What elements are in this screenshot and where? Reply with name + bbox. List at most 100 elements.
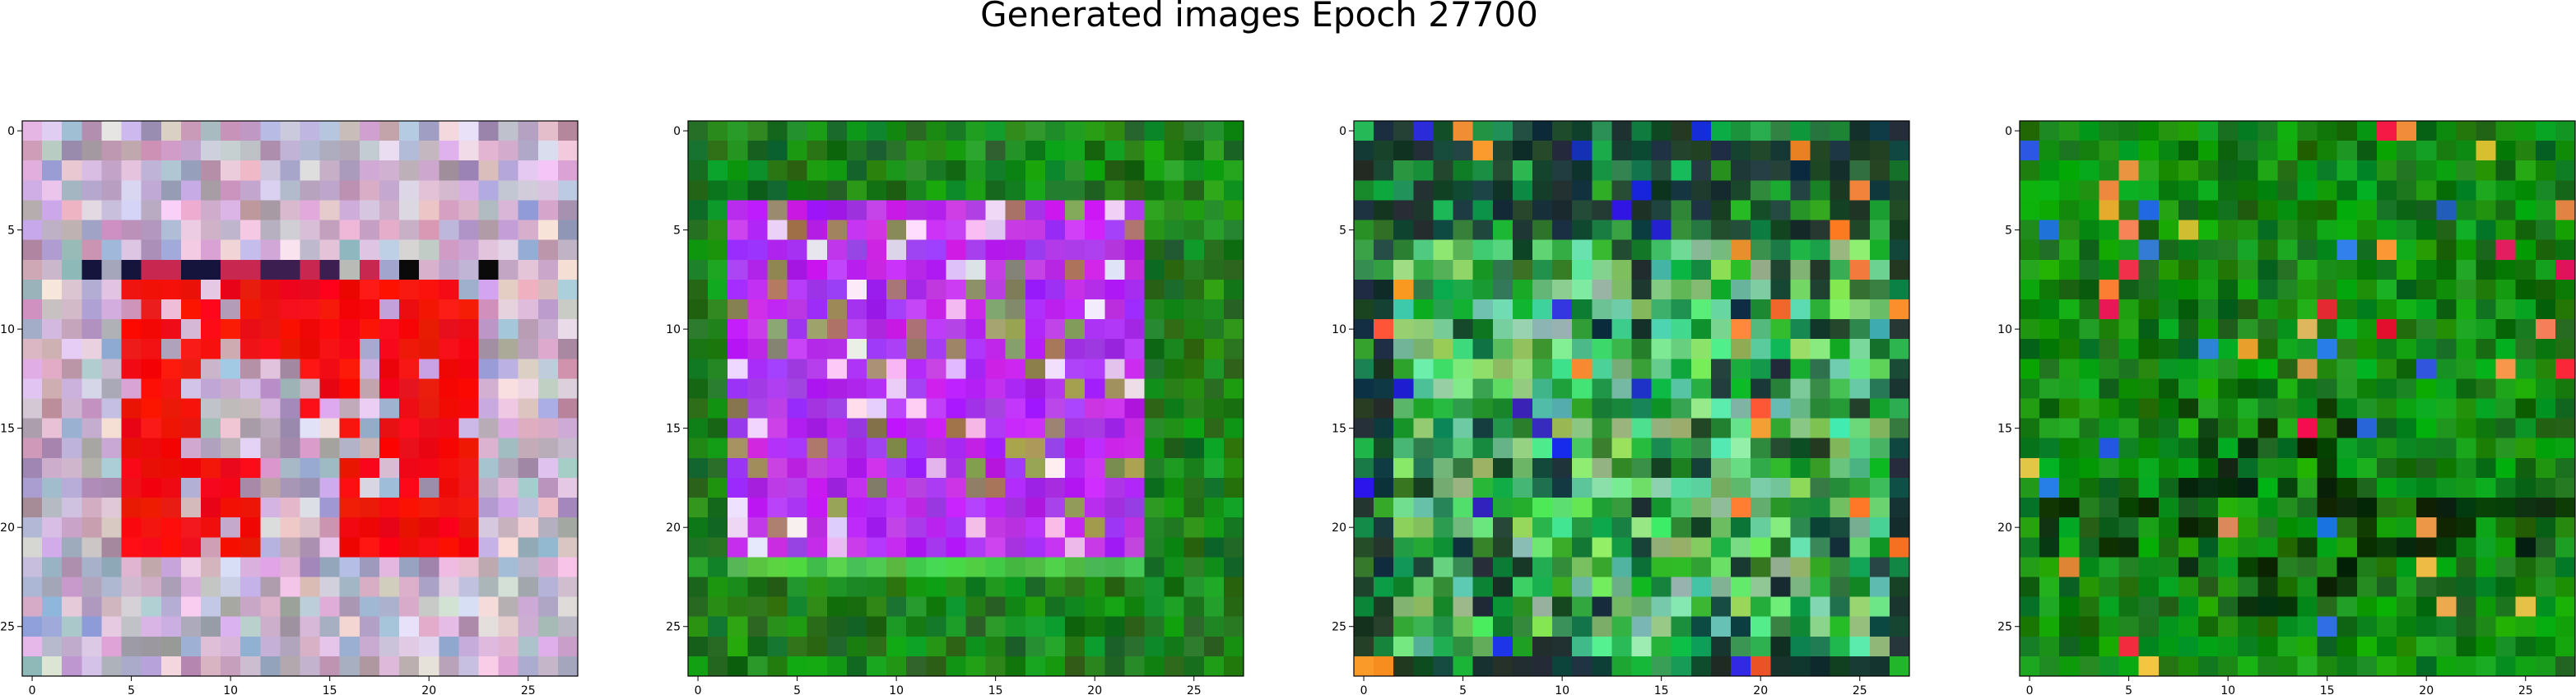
pixel <box>846 141 867 161</box>
pixel <box>747 200 769 221</box>
pixel <box>101 339 123 359</box>
pixel <box>1433 438 1454 459</box>
pixel <box>1203 616 1225 637</box>
pixel <box>807 398 828 419</box>
pixel <box>866 557 887 578</box>
pixel <box>1025 477 1046 498</box>
pixel <box>1374 299 1394 320</box>
pixel <box>1532 537 1553 558</box>
pixel <box>1690 141 1712 161</box>
pixel <box>319 141 341 161</box>
pixel <box>1572 259 1593 280</box>
pixel <box>1671 557 1692 578</box>
pixel <box>1203 656 1225 677</box>
pixel <box>866 259 887 280</box>
pixel <box>965 517 987 538</box>
pixel <box>886 160 907 181</box>
pixel <box>1374 398 1394 419</box>
pixel <box>1354 279 1374 300</box>
pixel <box>1472 656 1494 677</box>
pixel <box>2337 457 2358 479</box>
pixel <box>2555 656 2576 677</box>
x-tick-label: 10 <box>223 684 238 695</box>
pixel <box>1413 418 1434 439</box>
pixel <box>985 160 1007 181</box>
pixel <box>1044 239 1066 261</box>
pixel <box>260 477 281 498</box>
pixel <box>518 339 539 359</box>
pixel <box>537 418 559 439</box>
pixel <box>260 141 281 161</box>
pixel <box>826 378 848 400</box>
pixel <box>1592 557 1612 578</box>
pixel <box>1183 319 1205 340</box>
pixel <box>1164 398 1185 419</box>
pixel <box>42 299 63 320</box>
pixel <box>1790 577 1811 598</box>
pixel <box>926 279 946 300</box>
pixel <box>2178 616 2199 637</box>
pixel <box>965 636 987 657</box>
pixel <box>419 537 439 558</box>
pixel <box>1492 319 1514 340</box>
pixel <box>1104 457 1125 479</box>
pixel <box>1731 438 1751 459</box>
pixel <box>708 220 728 241</box>
pixel <box>1631 299 1653 320</box>
pixel <box>379 477 400 498</box>
pixel <box>300 339 321 359</box>
pixel <box>1005 279 1026 300</box>
pixel <box>2476 200 2497 221</box>
pixel <box>359 438 380 459</box>
pixel <box>2456 220 2477 241</box>
pixel <box>2118 160 2140 181</box>
pixel <box>121 180 142 202</box>
pixel <box>2397 359 2417 379</box>
pixel <box>1065 339 1086 359</box>
pixel <box>2059 656 2080 677</box>
pixel <box>728 498 748 518</box>
pixel <box>2317 339 2338 359</box>
pixel <box>1631 121 1653 141</box>
pixel <box>1849 141 1871 161</box>
pixel <box>1472 121 1494 141</box>
pixel <box>2039 537 2060 558</box>
pixel <box>141 239 162 261</box>
pixel <box>767 180 788 202</box>
pixel <box>886 359 907 379</box>
pixel <box>1433 160 1454 181</box>
pixel <box>1374 378 1394 400</box>
pixel <box>221 220 241 241</box>
pixel <box>260 517 281 538</box>
pixel <box>846 121 867 141</box>
pixel <box>807 418 828 439</box>
pixel <box>1651 616 1672 637</box>
pixel <box>906 656 927 677</box>
pixel <box>1025 656 1046 677</box>
pixel <box>300 239 321 261</box>
pixel <box>458 220 480 241</box>
pixel <box>985 596 1007 618</box>
pixel <box>1104 616 1125 637</box>
pixel <box>2197 498 2219 518</box>
pixel <box>1849 220 1871 241</box>
pixel <box>537 378 559 400</box>
pixel <box>537 596 559 618</box>
pixel <box>708 577 728 598</box>
pixel <box>2456 398 2477 419</box>
pixel <box>240 398 261 419</box>
pixel <box>2257 557 2278 578</box>
pixel <box>300 180 321 202</box>
axes-frame <box>1353 120 1910 677</box>
pixel <box>42 319 63 340</box>
x-tick-label: 20 <box>1753 684 1768 695</box>
pixel <box>2079 378 2100 400</box>
pixel <box>2476 636 2497 657</box>
pixel <box>2039 418 2060 439</box>
pixel <box>2277 339 2299 359</box>
pixel <box>458 239 480 261</box>
pixel <box>1433 557 1454 578</box>
pixel <box>1810 121 1831 141</box>
pixel <box>1393 398 1414 419</box>
pixel <box>2138 180 2160 202</box>
